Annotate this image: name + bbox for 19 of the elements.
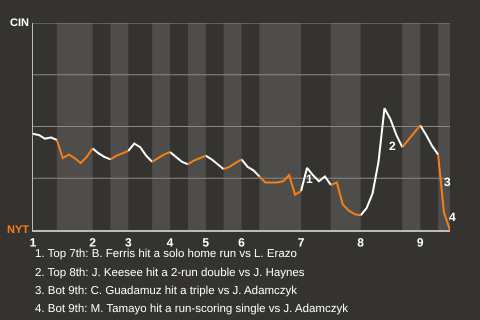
x-tick-label: 3	[124, 235, 132, 250]
x-tick-label: 6	[238, 235, 246, 250]
text: NYT	[7, 224, 30, 236]
x-tick-label: 5	[202, 235, 210, 250]
x-tick-label: 7	[298, 235, 305, 250]
annotation: 1	[306, 172, 313, 186]
x-tick-label: 2	[89, 235, 96, 250]
x-tick-label: 8	[357, 235, 364, 250]
text: 2. Top 8th: J. Keesee hit a 2-run double vs J. Haynes	[35, 267, 305, 279]
text: 3. Bot 9th: C. Guadamuz hit a triple vs J. Adamczyk	[35, 285, 298, 297]
annotation: 3	[444, 175, 451, 189]
x-tick-label: 9	[416, 235, 424, 250]
text: CIN	[10, 17, 29, 29]
text: 1. Top 7th: B. Ferris hit a solo home run vs L. Erazo	[35, 248, 297, 260]
x-tick-label: 4	[166, 235, 174, 250]
annotation: 2	[389, 139, 396, 153]
x-tick-label: 1	[30, 235, 37, 250]
text: 4. Bot 9th: M. Tamayo hit a run-scoring single vs J. Adamczyk	[35, 303, 348, 315]
annotation: 4	[449, 210, 456, 224]
